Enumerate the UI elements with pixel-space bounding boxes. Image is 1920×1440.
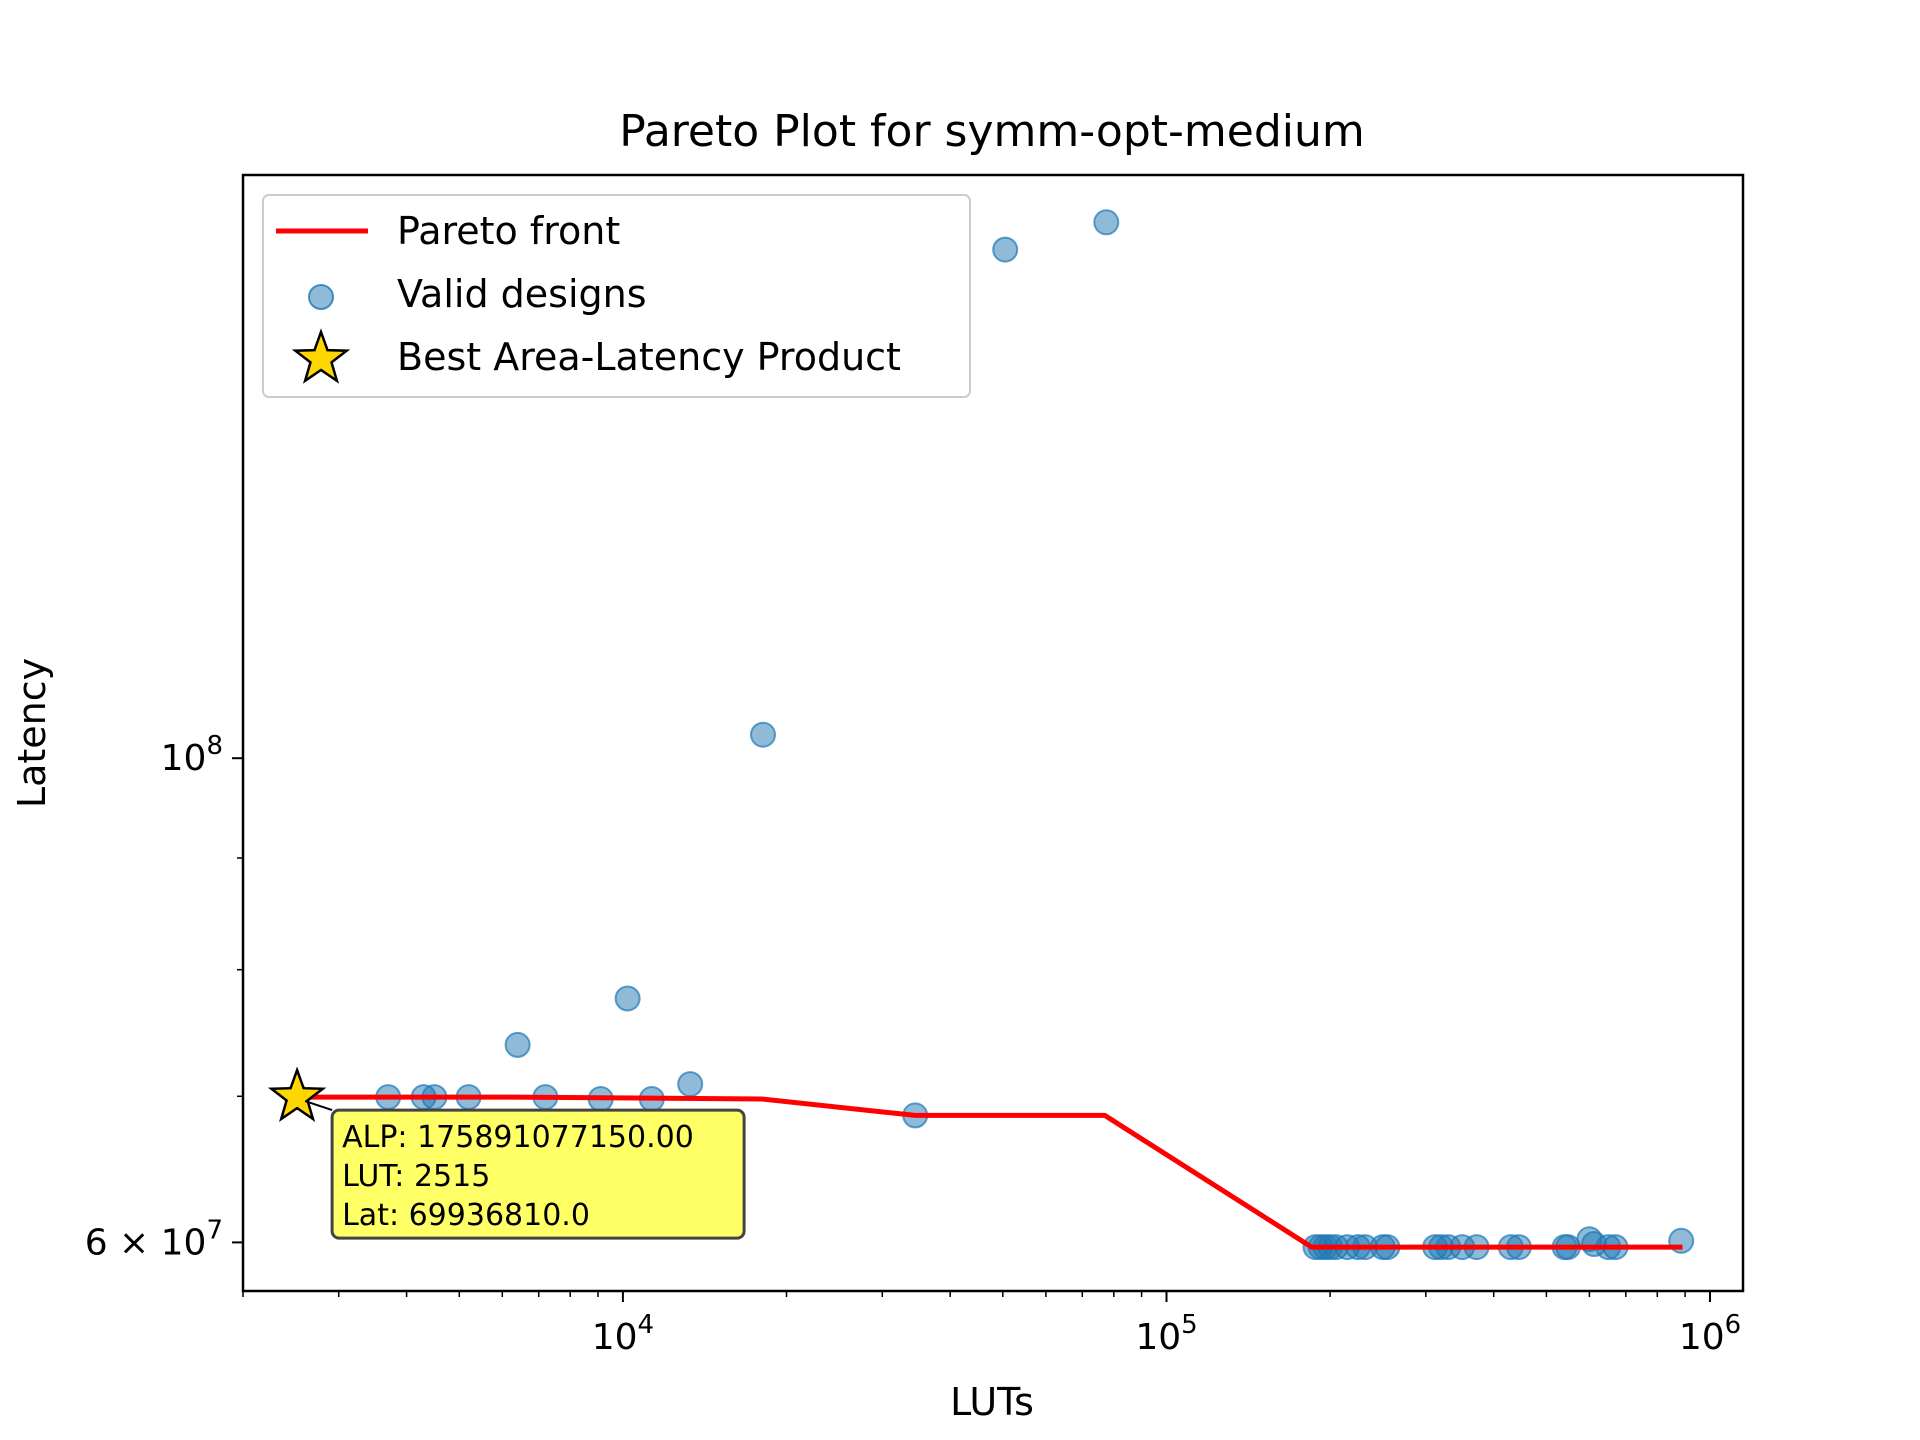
valid-design-point: [992, 236, 1019, 263]
legend-circle-swatch: [308, 284, 334, 310]
annotation-line: Lat: 69936810.0: [342, 1198, 590, 1233]
x-axis-label: LUTs: [950, 1380, 1034, 1424]
legend-box: [262, 194, 971, 398]
annotation-line: LUT: 2515: [342, 1159, 490, 1194]
annotation-arrow: [304, 1100, 333, 1112]
annotation: ALP: 175891077150.00 LUT: 2515 Lat: 699368…: [304, 1100, 746, 1240]
pareto-front-line: [297, 1094, 1683, 1250]
x-tick-label: 106: [1679, 1310, 1741, 1358]
y-axis-label: Latency: [10, 658, 54, 808]
best-alp-star: [267, 1066, 327, 1123]
valid-design-point: [750, 721, 776, 748]
valid-design-point: [614, 985, 641, 1012]
x-tick-label: 105: [1135, 1310, 1197, 1358]
annotation-box: [330, 1108, 746, 1240]
y-tick-label: 6 × 107: [85, 1215, 223, 1263]
y-tick-label: 108: [161, 731, 223, 779]
axis-ticks: 104 105 106 108 6 × 107: [85, 731, 1741, 1358]
legend: Pareto front Valid designs Best Area-Lat…: [262, 194, 971, 398]
x-tick-label: 104: [592, 1310, 654, 1358]
chart-title: Pareto Plot for symm-opt-medium: [619, 106, 1364, 157]
plot-frame: [241, 173, 1745, 1293]
legend-label-best-alp: Best Area-Latency Product: [397, 335, 901, 379]
valid-design-point: [677, 1071, 704, 1098]
legend-label-pareto-front: Pareto front: [397, 209, 620, 253]
valid-design-point: [1093, 209, 1120, 236]
annotation-line: ALP: 175891077150.00: [342, 1120, 694, 1155]
plot-area: [267, 209, 1695, 1261]
valid-design-point: [504, 1031, 531, 1058]
legend-star-icon: [291, 328, 351, 384]
legend-label-valid-designs: Valid designs: [397, 272, 647, 316]
